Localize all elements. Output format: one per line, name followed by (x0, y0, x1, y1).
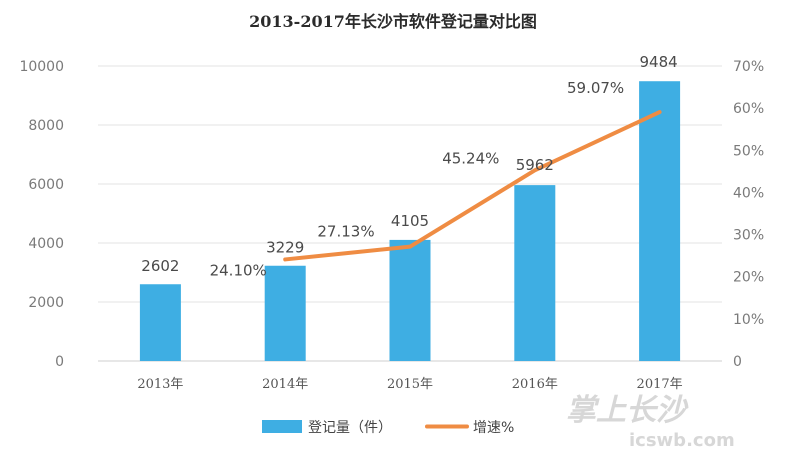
y-left-tick-label: 6000 (28, 177, 64, 193)
growth-line (283, 110, 662, 262)
legend-label-bar: 登记量（件） (308, 420, 392, 436)
line-value-label: 27.13% (317, 223, 374, 241)
x-tick-label: 2017年 (637, 377, 683, 392)
bar (639, 81, 681, 362)
bar-value-label: 9484 (640, 53, 678, 71)
bar (139, 284, 181, 361)
bar (514, 185, 556, 361)
legend-label-line: 增速% (473, 420, 514, 436)
x-tick-label: 2014年 (262, 377, 308, 392)
y-left-tick-label: 10000 (19, 59, 64, 75)
legend: 登记量（件） 增速% (262, 420, 514, 436)
bar-value-label: 5962 (516, 156, 554, 174)
bar (264, 265, 306, 361)
x-tick-label: 2015年 (387, 377, 433, 392)
legend-swatch-bar (262, 420, 302, 433)
bar (389, 239, 431, 361)
watermark: 掌上长沙 icswb.com (566, 393, 735, 451)
y-right-tick-label: 40% (733, 185, 764, 201)
line-series (283, 110, 662, 262)
watermark-brand: 掌上长沙 (566, 393, 689, 428)
line-value-label: 24.10% (210, 261, 267, 279)
bar-value-label: 2602 (141, 257, 179, 275)
bar-series (139, 81, 681, 362)
x-tick-label: 2016年 (512, 377, 558, 392)
watermark-site: icswb.com (629, 430, 735, 451)
y-right-tick-label: 70% (733, 59, 764, 75)
y-right-tick-label: 0 (733, 354, 742, 370)
y-right-tick-label: 20% (733, 270, 764, 286)
chart-title: 2013-2017年长沙市软件登记量对比图 (249, 12, 537, 31)
y-left-tick-label: 8000 (28, 118, 64, 134)
line-value-label: 45.24% (442, 149, 499, 167)
y-right-tick-label: 60% (733, 101, 764, 117)
y-right-tick-label: 30% (733, 228, 764, 244)
bar-value-label: 4105 (391, 212, 429, 230)
y-left-tick-label: 2000 (28, 295, 64, 311)
axes: 0 2000 4000 6000 8000 10000 0 10% 20% 30% 40% 50% 60… (19, 59, 764, 392)
bar-value-label: 3229 (266, 239, 304, 257)
x-tick-label: 2013年 (137, 377, 183, 392)
line-value-label: 59.07% (567, 79, 624, 97)
y-right-tick-label: 50% (733, 143, 764, 159)
y-right-tick-label: 10% (733, 312, 764, 328)
y-left-tick-label: 0 (55, 354, 64, 370)
data-labels: 2602 3229 4105 5962 9484 24.10% 27.13% 45.24% 59… (141, 53, 677, 279)
y-left-tick-label: 4000 (28, 236, 64, 252)
